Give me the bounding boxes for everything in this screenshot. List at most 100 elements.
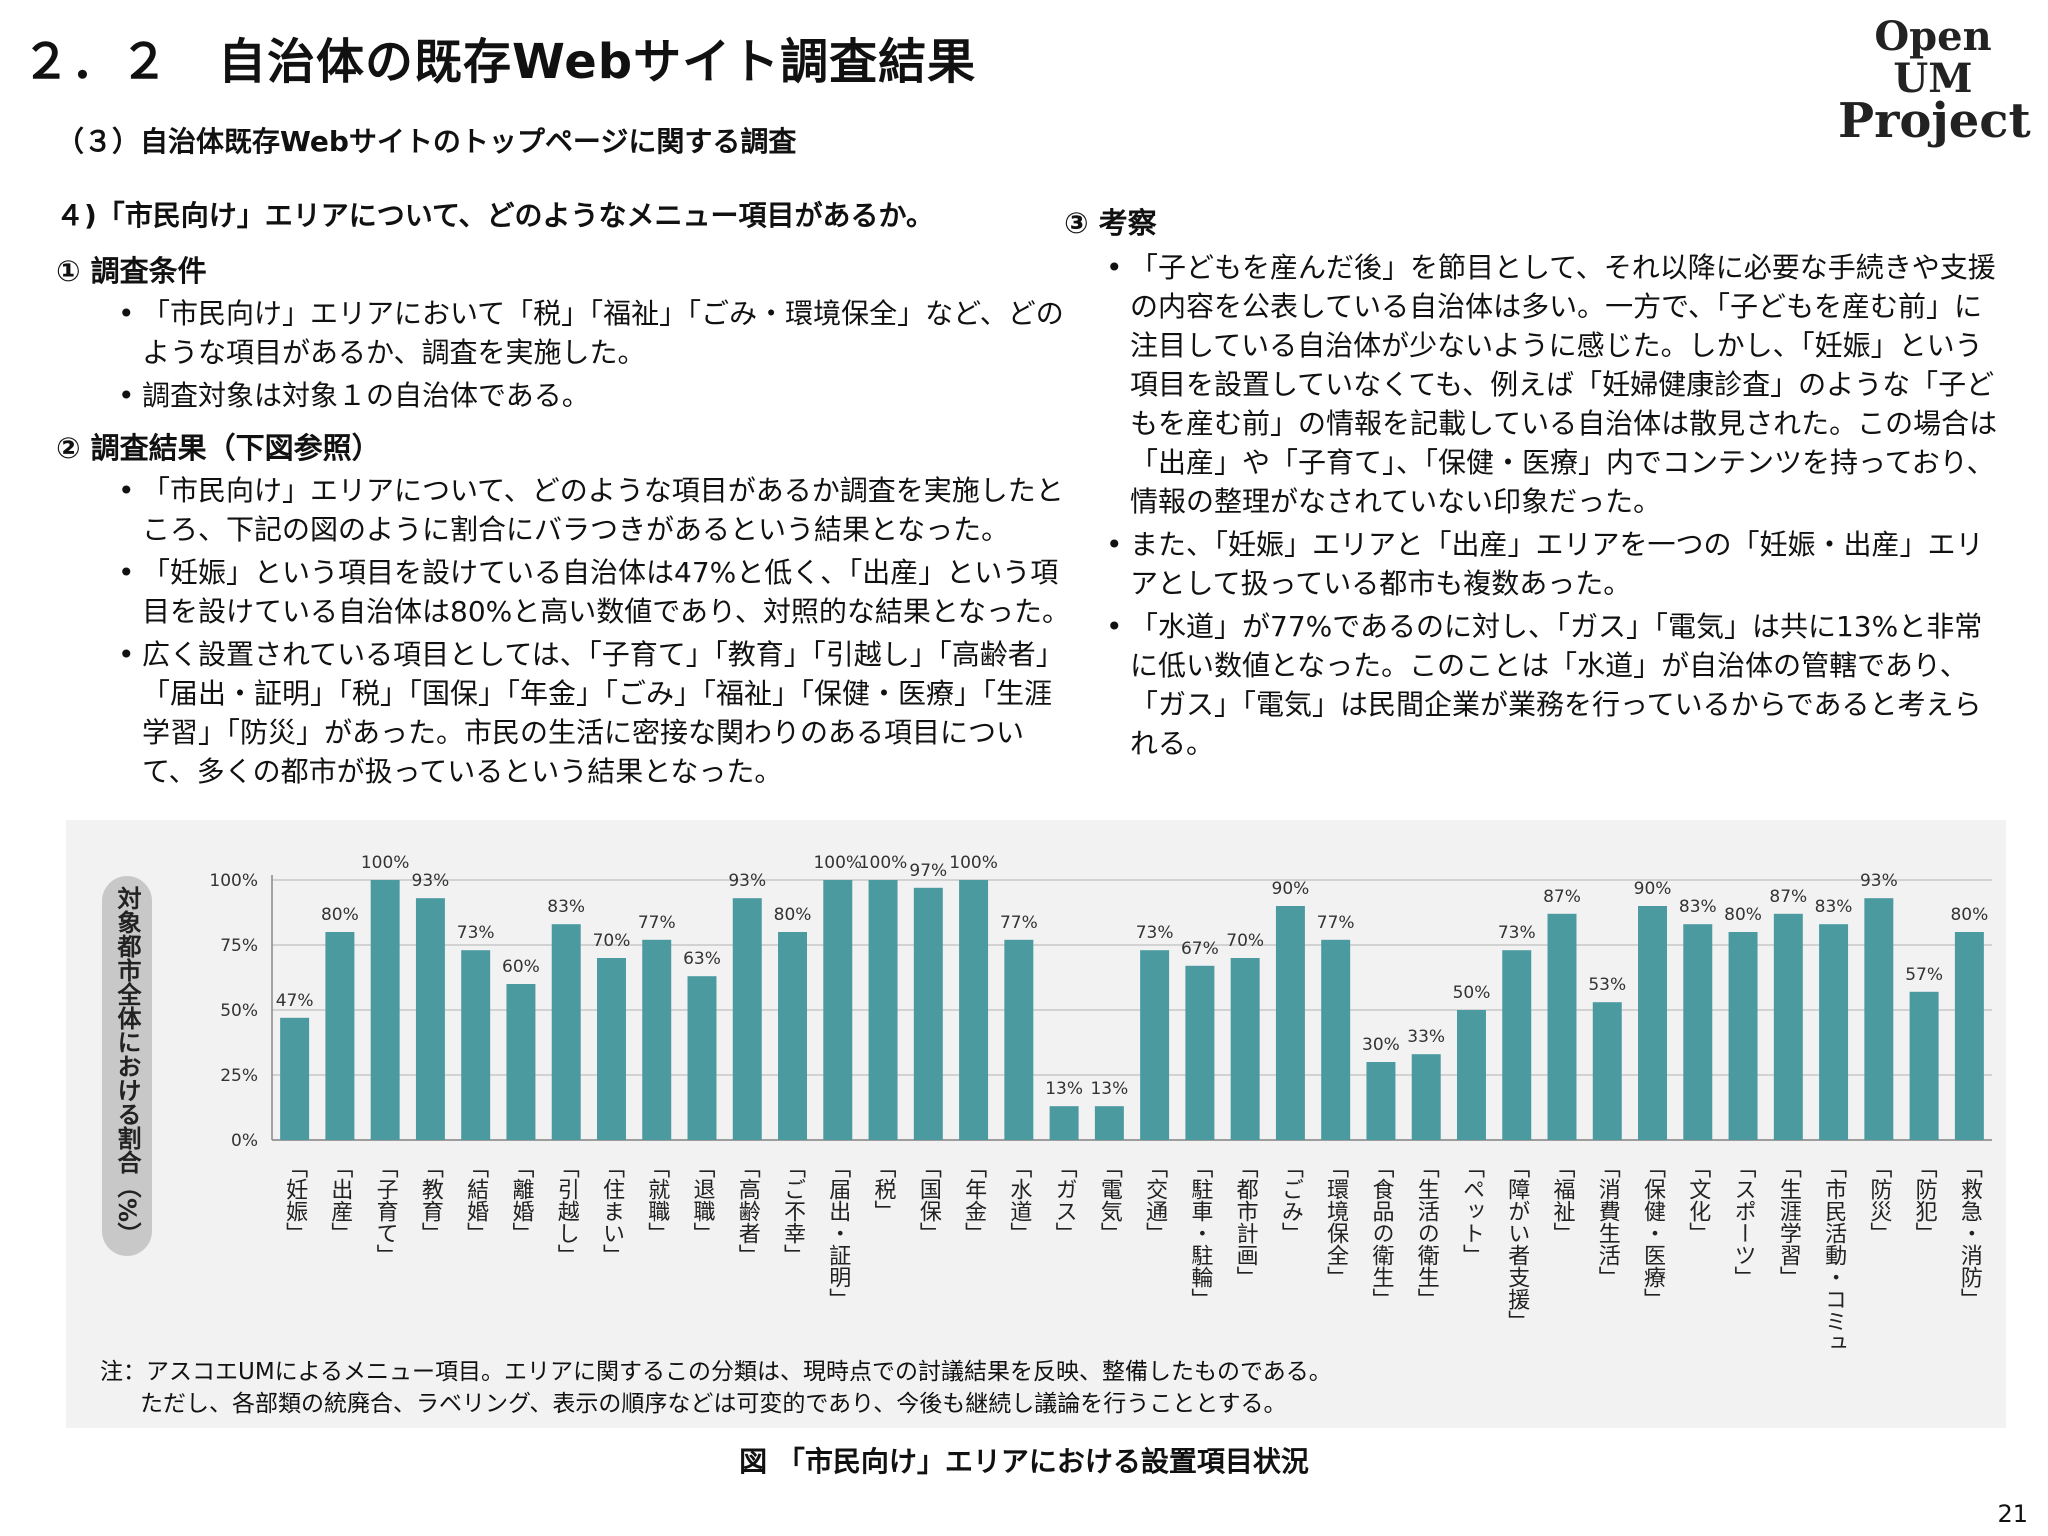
bar xyxy=(1049,1106,1079,1140)
x-category-label: 「障がい者支援」 xyxy=(1504,1156,1530,1332)
bar xyxy=(461,950,491,1140)
bar xyxy=(1502,950,1532,1140)
results-bullets: 「市民向け」エリアについて、どのような項目があるか調査を実施したところ、下記の図… xyxy=(118,471,1076,791)
y-tick-label: 100% xyxy=(209,871,258,891)
bar xyxy=(1547,913,1577,1140)
data-label: 100% xyxy=(813,853,862,873)
data-label: 80% xyxy=(321,905,359,925)
data-label: 90% xyxy=(1272,879,1310,899)
data-label: 50% xyxy=(1453,983,1491,1003)
note-line-2: ただし、各部類の統廃合、ラベリング、表示の順序などは可変的であり、今後も継続し議… xyxy=(140,1391,1287,1417)
data-label: 73% xyxy=(457,923,495,943)
data-label: 73% xyxy=(1498,923,1536,943)
x-category-label: 「妊娠」 xyxy=(282,1156,308,1244)
x-category-label: 「文化」 xyxy=(1685,1156,1711,1244)
bar xyxy=(1592,1002,1622,1140)
x-category-label: 「国保」 xyxy=(916,1156,942,1244)
conditions-bullet: 「市民向け」エリアにおいて「税」「福祉」「ごみ・環境保全」など、どのような項目が… xyxy=(118,294,1076,372)
x-category-label: 「高齢者」 xyxy=(735,1156,761,1266)
bar xyxy=(1185,965,1215,1140)
bar xyxy=(1094,1106,1124,1140)
data-label: 93% xyxy=(728,871,766,891)
discussion-bullet: 「水道」が77%であるのに対し、「ガス」「電気」は共に13%と非常に低い数値とな… xyxy=(1106,607,2004,763)
data-label: 97% xyxy=(909,861,947,881)
data-label: 83% xyxy=(547,897,585,917)
data-label: 100% xyxy=(949,853,998,873)
left-column: ① 調査条件 「市民向け」エリアにおいて「税」「福祉」「ごみ・環境保全」など、ど… xyxy=(56,248,1076,801)
data-label: 87% xyxy=(1543,887,1581,907)
data-label: 83% xyxy=(1679,897,1717,917)
bar xyxy=(1728,932,1758,1140)
x-category-label: 「離婚」 xyxy=(508,1156,534,1244)
x-category-label: 「就職」 xyxy=(644,1156,670,1244)
bar xyxy=(1456,1010,1486,1140)
bar xyxy=(1638,906,1668,1140)
x-category-label: 「救急・消防」 xyxy=(1957,1156,1983,1310)
x-category-label: 「交通」 xyxy=(1142,1156,1168,1244)
data-label: 80% xyxy=(774,905,812,925)
data-label: 77% xyxy=(1000,913,1038,933)
bar xyxy=(596,958,626,1140)
section-discussion-title: ③ 考察 xyxy=(1064,206,1157,240)
x-category-label: 「食品の衛生」 xyxy=(1368,1156,1394,1310)
data-label: 57% xyxy=(1905,965,1943,985)
bar xyxy=(325,932,355,1140)
results-bullet: 広く設置されている項目としては、「子育て」「教育」「引越し」「高齢者」「届出・証… xyxy=(118,635,1076,791)
x-category-label: 「ガス」 xyxy=(1052,1156,1078,1244)
data-label: 13% xyxy=(1090,1079,1128,1099)
bar xyxy=(1004,939,1034,1140)
bar xyxy=(1773,913,1803,1140)
data-label: 67% xyxy=(1181,939,1219,959)
bar xyxy=(1954,932,1984,1140)
data-label: 77% xyxy=(1317,913,1355,933)
y-tick-label: 75% xyxy=(220,936,258,956)
data-label: 30% xyxy=(1362,1035,1400,1055)
discussion-bullets: 「子どもを産んだ後」を節目として、それ以降に必要な手続きや支援の内容を公表してい… xyxy=(1106,248,2004,763)
data-label: 93% xyxy=(1860,871,1898,891)
section-results-title: ② 調査結果（下図参照） xyxy=(56,431,381,465)
data-label: 80% xyxy=(1724,905,1762,925)
section-conditions-title: ① 調査条件 xyxy=(56,254,207,288)
bar-chart: 対象都市全体における割合（%） 0% 25% 50% 75% 100% 47% 「妊娠」 80%… xyxy=(102,853,1992,1350)
discussion-bullet: また、「妊娠」エリアと「出産」エリアを一つの「妊娠・出産」エリアとして扱っている… xyxy=(1106,525,2004,603)
bar xyxy=(415,898,445,1140)
bar xyxy=(1683,924,1713,1140)
x-category-label: 「生涯学習」 xyxy=(1776,1156,1802,1288)
x-category-label: 「退職」 xyxy=(690,1156,716,1244)
results-bullet: 「妊娠」という項目を設けている自治体は47%と低く、「出産」という項目を設けてい… xyxy=(118,553,1076,631)
x-category-label: 「ごみ」 xyxy=(1278,1156,1304,1244)
x-category-label: 「ペット」 xyxy=(1459,1156,1485,1266)
data-label: 80% xyxy=(1950,905,1988,925)
bar xyxy=(1366,1062,1396,1140)
x-category-label: 「福祉」 xyxy=(1550,1156,1576,1244)
x-category-label: 「ご不幸」 xyxy=(780,1156,806,1266)
logo-line-2: Project xyxy=(1838,93,2031,149)
bar xyxy=(370,880,400,1140)
x-category-label: 「教育」 xyxy=(418,1156,444,1244)
x-category-label: 「出産」 xyxy=(327,1156,353,1244)
x-category-label: 「生活の衛生」 xyxy=(1414,1156,1440,1310)
bar xyxy=(280,1017,310,1140)
y-tick-label: 50% xyxy=(220,1001,258,1021)
data-label: 47% xyxy=(276,991,314,1011)
data-label: 63% xyxy=(683,949,721,969)
x-category-label: 「結婚」 xyxy=(463,1156,489,1244)
x-category-label: 「住まい」 xyxy=(599,1156,625,1266)
bar xyxy=(1275,906,1305,1140)
conditions-bullets: 「市民向け」エリアにおいて「税」「福祉」「ごみ・環境保全」など、どのような項目が… xyxy=(118,294,1076,415)
bar xyxy=(823,880,853,1140)
data-label: 53% xyxy=(1588,975,1626,995)
x-category-label: 「保健・医療」 xyxy=(1640,1156,1666,1310)
question-heading: ４)「市民向け」エリアについて、どのようなメニュー項目があるか。 xyxy=(56,199,935,232)
bar xyxy=(506,984,536,1140)
x-category-label: 「環境保全」 xyxy=(1323,1156,1349,1288)
data-label: 13% xyxy=(1045,1079,1083,1099)
open-um-logo: Open UM Project xyxy=(1838,16,2031,149)
bar xyxy=(1321,939,1351,1140)
bar xyxy=(642,939,672,1140)
chart-note: 注：アスコエUMによるメニュー項目。エリアに関するこの分類は、現時点での討議結果… xyxy=(100,1356,1332,1420)
data-label: 90% xyxy=(1634,879,1672,899)
x-category-label: 「電気」 xyxy=(1097,1156,1123,1244)
bar xyxy=(1909,991,1939,1140)
x-category-label: 「スポーツ」 xyxy=(1731,1156,1757,1288)
